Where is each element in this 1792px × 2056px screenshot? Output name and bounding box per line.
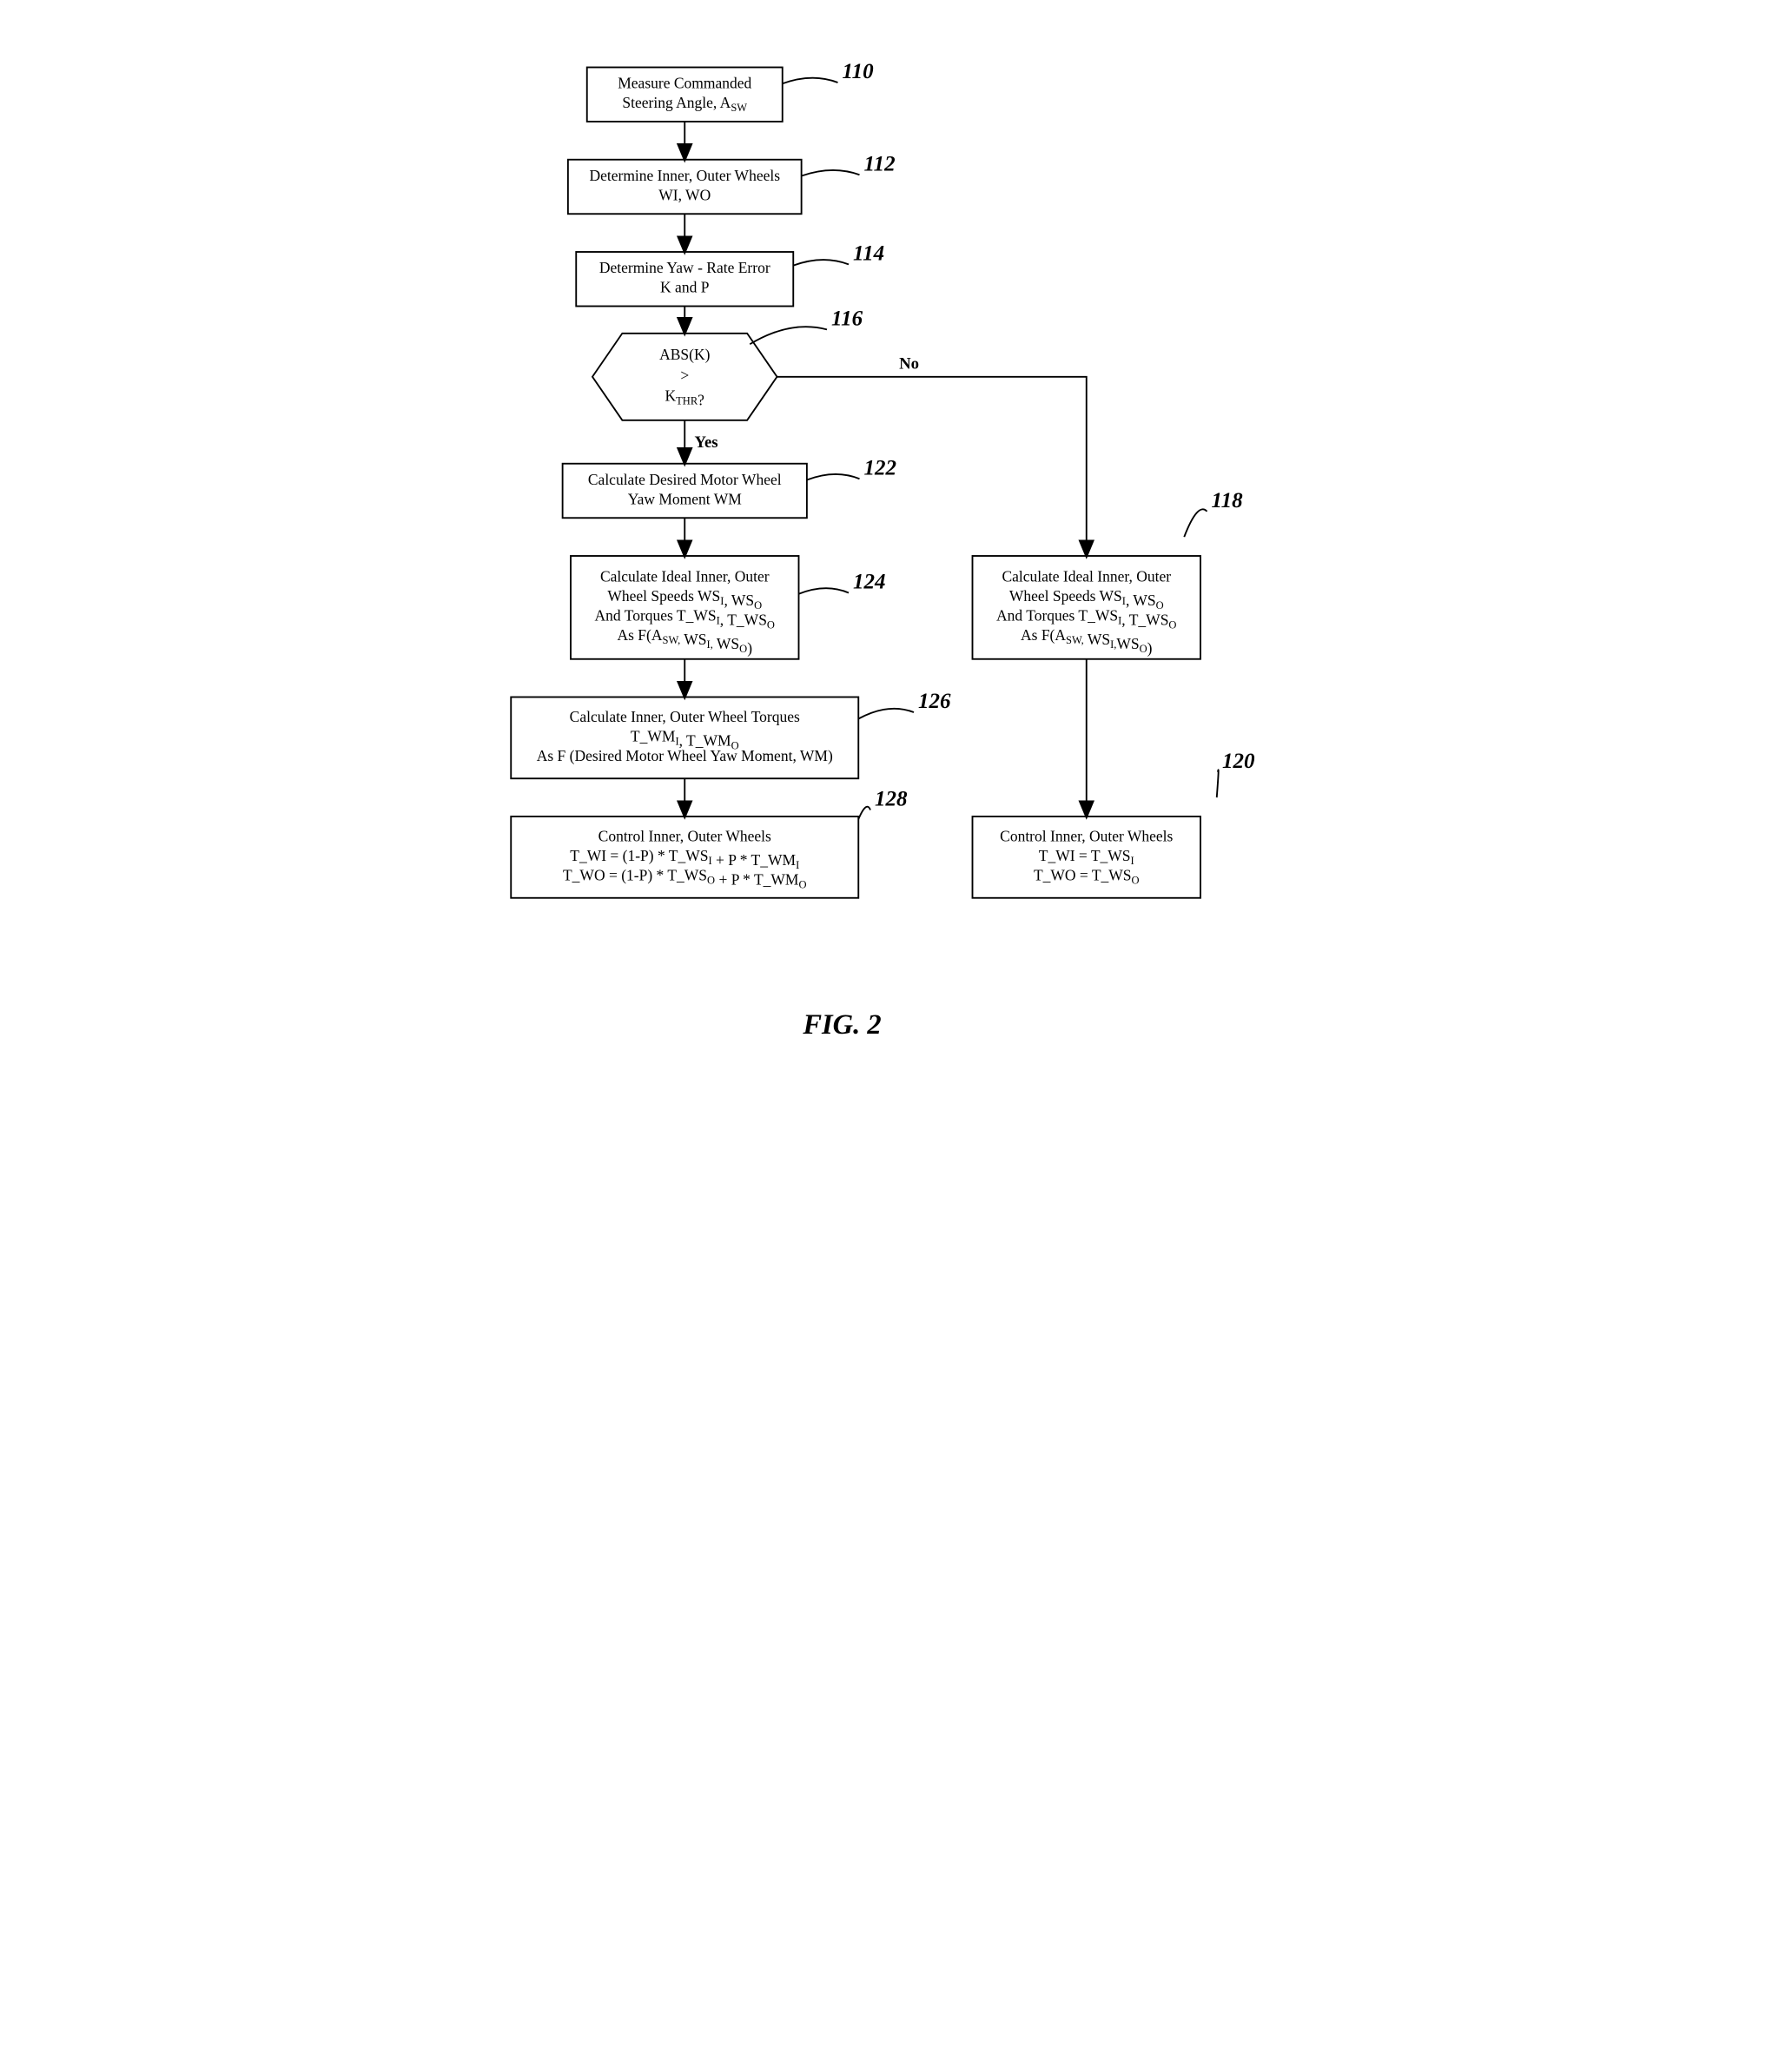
ref-number-126: 126 bbox=[918, 690, 951, 713]
svg-text:Steering Angle, ASW: Steering Angle, ASW bbox=[622, 94, 747, 114]
svg-text:Calculate Ideal Inner, Outer: Calculate Ideal Inner, Outer bbox=[1002, 568, 1171, 585]
ref-number-116: 116 bbox=[831, 307, 863, 330]
node-124: Calculate Ideal Inner, OuterWheel Speeds… bbox=[571, 556, 799, 659]
node-112: Determine Inner, Outer Wheels WI, WO bbox=[567, 160, 801, 215]
svg-text:Measure Commanded: Measure Commanded bbox=[618, 75, 751, 92]
svg-text:Determine Inner, Outer Wheels: Determine Inner, Outer Wheels bbox=[589, 167, 780, 184]
ref-number-128: 128 bbox=[875, 788, 908, 811]
ref-leader bbox=[1184, 509, 1207, 537]
svg-text:T_WO = T_WSO: T_WO = T_WSO bbox=[1033, 866, 1139, 886]
ref-leader bbox=[858, 807, 870, 819]
flowchart-svg: Measure Commanded Steering Angle, ASW Dete… bbox=[462, 35, 1331, 1067]
node-128: Control Inner, Outer WheelsT_WI = (1-P) … bbox=[511, 816, 858, 898]
svg-text:>: > bbox=[680, 367, 689, 384]
node-120: Control Inner, Outer Wheels T_WI = T_WSIT… bbox=[972, 816, 1200, 898]
svg-text:Calculate Inner, Outer Wheel T: Calculate Inner, Outer Wheel Torques bbox=[569, 708, 799, 725]
svg-text:As F (Desired Motor Wheel Yaw: As F (Desired Motor Wheel Yaw Moment, WM… bbox=[536, 747, 832, 764]
svg-text:Control Inner, Outer Wheels: Control Inner, Outer Wheels bbox=[1000, 827, 1173, 844]
ref-leader bbox=[806, 474, 859, 480]
svg-text:Calculate Desired Motor Wheel: Calculate Desired Motor Wheel bbox=[587, 471, 781, 488]
ref-number-122: 122 bbox=[863, 456, 896, 479]
svg-text:Determine Yaw - Rate Error: Determine Yaw - Rate Error bbox=[598, 259, 770, 276]
node-126: Calculate Inner, Outer Wheel TorquesT_WM… bbox=[511, 697, 858, 779]
ref-leader bbox=[750, 327, 827, 344]
node-118: Calculate Ideal Inner, OuterWheel Speeds… bbox=[972, 556, 1200, 659]
ref-number-120: 120 bbox=[1222, 750, 1255, 773]
node-114: Determine Yaw - Rate Error K and P bbox=[576, 252, 793, 307]
svg-text:WI, WO: WI, WO bbox=[658, 186, 711, 203]
edge bbox=[777, 377, 1086, 556]
flowchart-figure: Measure Commanded Steering Angle, ASW Dete… bbox=[35, 35, 1757, 1067]
ref-leader bbox=[1216, 770, 1218, 797]
svg-text:K and P: K and P bbox=[660, 279, 710, 296]
figure-caption: FIG. 2 bbox=[802, 1009, 881, 1041]
ref-number-124: 124 bbox=[853, 571, 886, 594]
node-122: Calculate Desired Motor Wheel Yaw Moment … bbox=[562, 464, 806, 519]
ref-number-112: 112 bbox=[863, 152, 895, 175]
node-116: ABS(K)>KTHR? bbox=[592, 334, 777, 420]
svg-text:Control Inner, Outer Wheels: Control Inner, Outer Wheels bbox=[598, 827, 770, 844]
edge-label: No bbox=[899, 354, 919, 373]
svg-text:Yaw Moment WM: Yaw Moment WM bbox=[627, 490, 742, 507]
ref-number-118: 118 bbox=[1211, 489, 1243, 512]
ref-number-114: 114 bbox=[853, 241, 884, 265]
ref-leader bbox=[801, 170, 859, 176]
svg-text:Calculate Ideal Inner, Outer: Calculate Ideal Inner, Outer bbox=[599, 568, 769, 585]
ref-leader bbox=[798, 588, 849, 594]
ref-number-110: 110 bbox=[842, 60, 874, 83]
node-110: Measure Commanded Steering Angle, ASW bbox=[586, 68, 782, 122]
ref-leader bbox=[858, 709, 914, 719]
svg-text:ABS(K): ABS(K) bbox=[659, 346, 711, 363]
svg-text:T_WI = T_WSI: T_WI = T_WSI bbox=[1038, 847, 1134, 867]
ref-leader bbox=[782, 78, 837, 84]
edge-label: Yes bbox=[694, 433, 717, 452]
ref-leader bbox=[793, 260, 849, 266]
